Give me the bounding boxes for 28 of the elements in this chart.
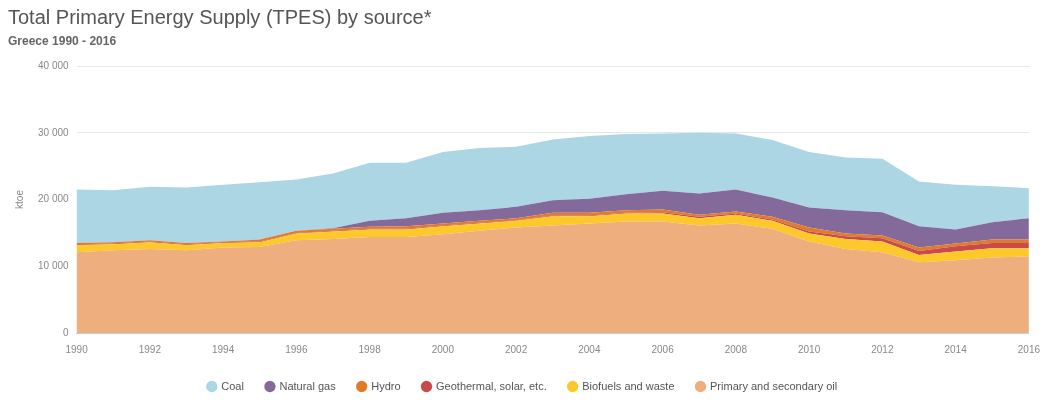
legend-label: Hydro <box>371 379 401 392</box>
x-tick-label: 2012 <box>871 343 894 355</box>
y-tick-label: 30 000 <box>37 126 70 138</box>
x-tick-label: 1990 <box>65 343 89 355</box>
chart-title: Total Primary Energy Supply (TPES) by source* <box>8 6 432 29</box>
x-tick-label: 2002 <box>504 343 528 355</box>
legend-label: Primary and secondary oil <box>710 379 838 392</box>
x-tick-label: 2000 <box>431 343 455 355</box>
legend-label: Biofuels and waste <box>582 379 675 392</box>
chart-subtitle: Greece 1990 - 2016 <box>8 34 117 48</box>
x-tick-label: 1998 <box>358 343 382 355</box>
legend-label: Natural gas <box>279 379 337 392</box>
y-tick-label: 40 000 <box>37 59 70 71</box>
y-tick-label: 0 <box>63 326 70 338</box>
x-tick-label: 2010 <box>797 343 821 355</box>
legend-label: Geothermal, solar, etc. <box>436 379 547 392</box>
y-axis-title: ktoe <box>13 189 25 209</box>
x-tick-label: 2006 <box>651 343 675 355</box>
legend-label: Coal <box>221 379 244 392</box>
x-tick-label: 1992 <box>138 343 162 355</box>
x-tick-label: 2014 <box>944 343 968 355</box>
x-tick-label: 2008 <box>724 343 748 355</box>
x-tick-label: 2016 <box>1017 343 1041 355</box>
x-tick-label: 1994 <box>211 343 235 355</box>
y-tick-label: 20 000 <box>37 193 70 205</box>
y-tick-label: 10 000 <box>37 260 70 271</box>
x-tick-label: 1996 <box>285 343 308 355</box>
x-tick-label: 2004 <box>578 343 601 355</box>
